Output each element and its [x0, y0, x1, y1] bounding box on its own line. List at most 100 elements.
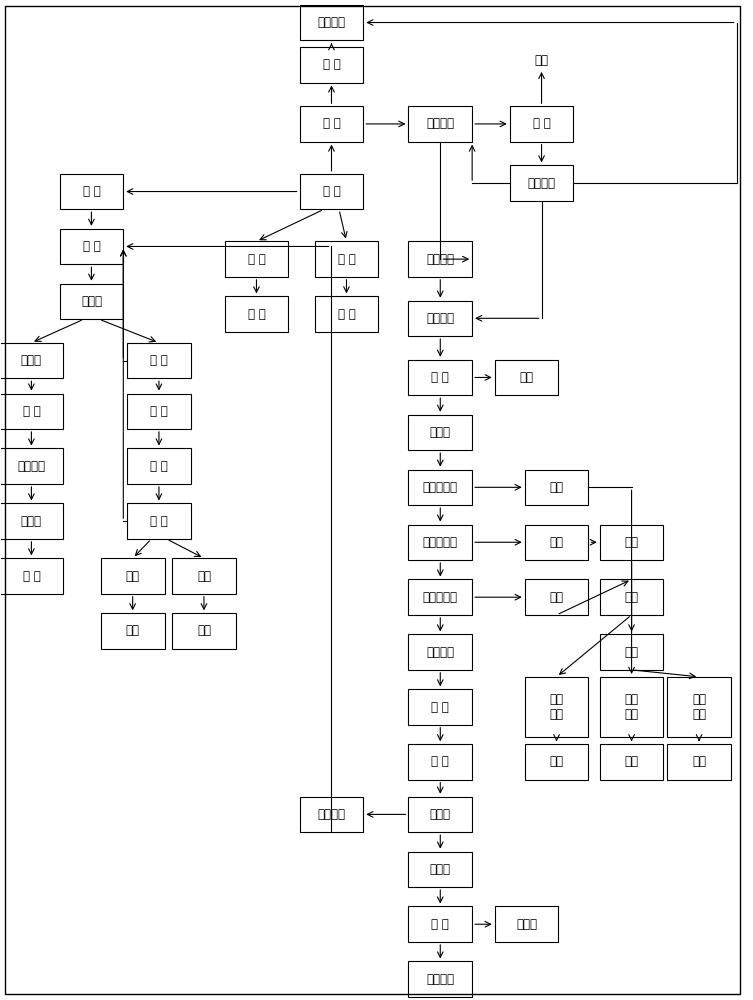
FancyBboxPatch shape — [599, 634, 663, 670]
FancyBboxPatch shape — [0, 343, 63, 378]
Text: 水 渣: 水 渣 — [83, 185, 100, 198]
FancyBboxPatch shape — [667, 677, 731, 737]
Text: 铅泥: 铅泥 — [520, 371, 534, 384]
FancyBboxPatch shape — [172, 558, 236, 594]
FancyBboxPatch shape — [408, 744, 472, 780]
FancyBboxPatch shape — [127, 448, 191, 484]
Text: 烧 结: 烧 结 — [322, 117, 340, 130]
Text: 净 化: 净 化 — [431, 701, 449, 714]
FancyBboxPatch shape — [599, 525, 663, 560]
FancyBboxPatch shape — [59, 229, 123, 264]
Text: 磁 选: 磁 选 — [150, 515, 168, 528]
Text: 置换: 置换 — [624, 646, 639, 659]
FancyBboxPatch shape — [59, 174, 123, 209]
Text: 置换: 置换 — [624, 536, 639, 549]
Text: 高酸浸出: 高酸浸出 — [426, 312, 454, 325]
FancyBboxPatch shape — [315, 296, 378, 332]
FancyBboxPatch shape — [525, 470, 588, 505]
FancyBboxPatch shape — [224, 296, 288, 332]
FancyBboxPatch shape — [667, 744, 731, 780]
Text: 粗锡: 粗锡 — [624, 755, 639, 768]
Text: 锌分离: 锌分离 — [430, 863, 451, 876]
Text: 除尘净化: 除尘净化 — [426, 117, 454, 130]
FancyBboxPatch shape — [300, 174, 364, 209]
Text: 铜分离萃取: 铜分离萃取 — [422, 591, 458, 604]
FancyBboxPatch shape — [101, 558, 165, 594]
Text: 上清液: 上清液 — [430, 426, 451, 439]
Text: 还原
铸锭: 还原 铸锭 — [550, 693, 563, 721]
FancyBboxPatch shape — [525, 525, 588, 560]
Text: 配 料: 配 料 — [322, 58, 340, 71]
FancyBboxPatch shape — [127, 343, 191, 378]
FancyBboxPatch shape — [408, 525, 472, 560]
Text: 脱 硫: 脱 硫 — [532, 117, 550, 130]
Text: 氧化锌: 氧化锌 — [21, 515, 42, 528]
FancyBboxPatch shape — [224, 241, 288, 277]
FancyBboxPatch shape — [525, 677, 588, 737]
FancyBboxPatch shape — [127, 503, 191, 539]
FancyBboxPatch shape — [0, 503, 63, 539]
Text: 粗 铅: 粗 铅 — [337, 253, 355, 266]
FancyBboxPatch shape — [408, 106, 472, 142]
Text: 球 磨: 球 磨 — [150, 460, 168, 473]
FancyBboxPatch shape — [408, 241, 472, 277]
FancyBboxPatch shape — [0, 448, 63, 484]
Text: 配 料: 配 料 — [83, 240, 100, 253]
Text: 铟液: 铟液 — [550, 481, 563, 494]
Text: 销 售: 销 售 — [248, 308, 265, 321]
Text: 还原
铸锭: 还原 铸锭 — [624, 693, 639, 721]
Text: 活性碳渣: 活性碳渣 — [318, 808, 346, 821]
FancyBboxPatch shape — [599, 744, 663, 780]
Text: 粗铟: 粗铟 — [692, 755, 706, 768]
FancyBboxPatch shape — [408, 689, 472, 725]
FancyBboxPatch shape — [172, 613, 236, 649]
FancyBboxPatch shape — [408, 301, 472, 336]
Text: 压 滤: 压 滤 — [431, 755, 449, 768]
FancyBboxPatch shape — [0, 394, 63, 429]
Text: 压 滤: 压 滤 — [431, 371, 449, 384]
Text: 铁渣: 铁渣 — [197, 570, 211, 583]
Text: 炉 渣: 炉 渣 — [150, 354, 168, 367]
FancyBboxPatch shape — [408, 470, 472, 505]
FancyBboxPatch shape — [408, 579, 472, 615]
Text: 回收废水: 回收废水 — [426, 973, 454, 986]
Text: 铁粉: 铁粉 — [126, 570, 139, 583]
FancyBboxPatch shape — [495, 906, 559, 942]
FancyBboxPatch shape — [525, 579, 588, 615]
FancyBboxPatch shape — [408, 360, 472, 395]
Text: 销 售: 销 售 — [337, 308, 355, 321]
Text: 锌产品: 锌产品 — [516, 918, 537, 931]
Text: 工业废渣: 工业废渣 — [318, 16, 346, 29]
Text: 铜液: 铜液 — [550, 591, 563, 604]
FancyBboxPatch shape — [408, 797, 472, 832]
Text: 过 滤: 过 滤 — [431, 918, 449, 931]
FancyBboxPatch shape — [127, 394, 191, 429]
FancyBboxPatch shape — [408, 634, 472, 670]
Text: 粉 碎: 粉 碎 — [150, 405, 168, 418]
FancyBboxPatch shape — [408, 961, 472, 997]
FancyBboxPatch shape — [300, 797, 364, 832]
FancyBboxPatch shape — [101, 613, 165, 649]
FancyBboxPatch shape — [408, 852, 472, 887]
FancyBboxPatch shape — [300, 5, 364, 40]
FancyBboxPatch shape — [599, 677, 663, 737]
Text: 锡分离萃取: 锡分离萃取 — [422, 536, 458, 549]
Text: 铟分离萃取: 铟分离萃取 — [422, 481, 458, 494]
Text: 砖厂: 砖厂 — [197, 624, 211, 637]
Text: 熔 炼: 熔 炼 — [322, 185, 340, 198]
Text: 冰 铜: 冰 铜 — [248, 253, 265, 266]
Text: 含锌液: 含锌液 — [430, 808, 451, 821]
FancyBboxPatch shape — [300, 47, 364, 83]
FancyBboxPatch shape — [408, 906, 472, 942]
Text: 碱性液体: 碱性液体 — [528, 177, 556, 190]
FancyBboxPatch shape — [0, 558, 63, 594]
FancyBboxPatch shape — [510, 165, 574, 201]
FancyBboxPatch shape — [495, 360, 559, 395]
FancyBboxPatch shape — [300, 106, 364, 142]
Text: 锡液: 锡液 — [550, 536, 563, 549]
FancyBboxPatch shape — [408, 415, 472, 450]
FancyBboxPatch shape — [510, 106, 574, 142]
Text: 冷 却: 冷 却 — [23, 405, 40, 418]
Text: 回转炉: 回转炉 — [81, 295, 102, 308]
Text: 排放: 排放 — [535, 54, 548, 67]
